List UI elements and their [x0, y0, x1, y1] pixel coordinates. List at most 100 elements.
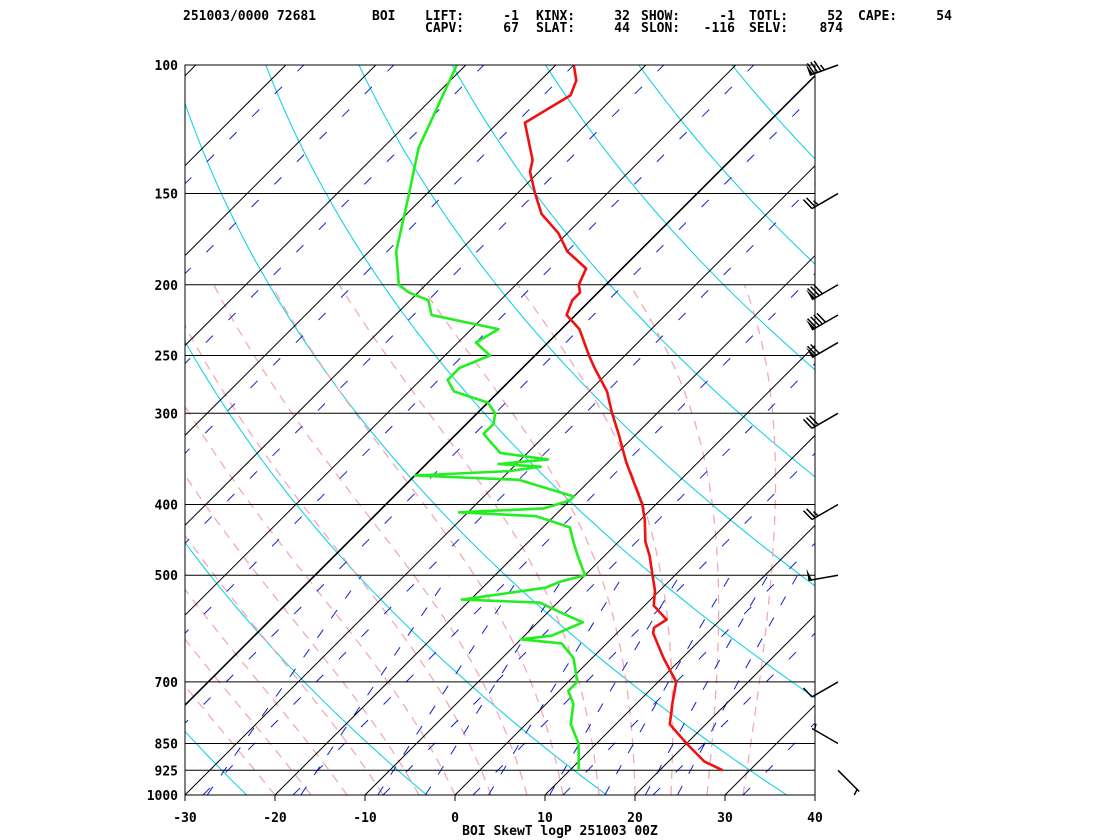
- ice-line: [742, 722, 815, 795]
- isotherm: [185, 65, 467, 347]
- header-cape: CAPE: 54: [858, 9, 952, 24]
- isotherm: [185, 65, 377, 257]
- pressure-tick-label: 850: [155, 737, 179, 752]
- pressure-tick-label: 700: [155, 676, 179, 691]
- isotherm: [814, 794, 815, 795]
- ice-line: [382, 362, 815, 795]
- moist-adiabat: [185, 324, 492, 795]
- ice-line: [185, 93, 815, 724]
- moist-adiabat: [185, 534, 384, 795]
- dry-adiabat: [185, 101, 787, 795]
- temperature-tick-label: -10: [353, 811, 377, 826]
- isotherm: [274, 254, 815, 795]
- ice-line: [562, 542, 815, 795]
- temperature-tick-label: -20: [263, 811, 287, 826]
- isotherm: [185, 65, 737, 616]
- isotherm: [634, 614, 815, 795]
- moist-adiabat: [185, 588, 348, 795]
- dry-adiabat: [731, 65, 815, 160]
- ice-line: [185, 65, 305, 185]
- sounding-profiles: [394, 65, 724, 772]
- temperature-tick-label: 0: [451, 811, 459, 826]
- dry-adiabat: [918, 65, 1120, 795]
- header-stamp: 251003/0000 72681: [183, 9, 317, 24]
- dry-adiabat: [1105, 65, 1120, 795]
- dry-adiabat: [451, 65, 815, 478]
- header-show: SHOW: -1: [641, 9, 735, 24]
- temperature-tick-label: 10: [537, 811, 553, 826]
- dry-adiabat: [185, 541, 428, 795]
- mixing-ratio-line: [377, 575, 521, 795]
- isotherm: [364, 344, 815, 795]
- wind-barb: [806, 312, 839, 331]
- isotherm: [185, 65, 287, 167]
- mixing-ratio-line: [206, 575, 362, 795]
- header-capv: CAPV: 67: [425, 21, 519, 36]
- background-grid: [0, 65, 1120, 795]
- moist-adiabat: [185, 474, 420, 795]
- pressure-tick-label: 1000: [147, 789, 178, 804]
- moist-adiabat: [270, 284, 564, 795]
- plot-frame: [184, 64, 816, 796]
- temperature-tick-label: 40: [807, 811, 823, 826]
- isotherm: [185, 164, 815, 795]
- header-slat: SLAT: 44: [536, 21, 630, 36]
- temperature-tick-label: 20: [627, 811, 643, 826]
- mixing-ratio-line: [677, 575, 798, 795]
- pressure-tick-label: 400: [155, 499, 179, 514]
- wind-barb: [837, 769, 860, 796]
- header-totl: TOTL: 52: [749, 9, 843, 24]
- pressure-tick-label: 300: [155, 407, 179, 422]
- moist-adiabat: [338, 284, 600, 795]
- wind-barb: [802, 681, 839, 698]
- moist-adiabat: [213, 284, 528, 795]
- ice-line: [202, 182, 815, 795]
- dewpoint-profile: [394, 65, 587, 771]
- temperature-profile: [523, 65, 724, 772]
- dry-adiabat: [265, 65, 815, 699]
- temperature-tick-label: -30: [173, 811, 197, 826]
- moist-adiabat: [419, 284, 636, 795]
- pressure-tick-label: 100: [155, 59, 179, 74]
- wind-barb: [802, 503, 839, 521]
- pressure-tick-label: 500: [155, 569, 179, 584]
- wind-barb: [805, 60, 839, 76]
- ice-line: [185, 65, 755, 634]
- mixing-ratio-line: [300, 575, 450, 795]
- moist-adiabat: [629, 284, 720, 795]
- wind-barb: [806, 341, 839, 359]
- mixing-ratio-line: [604, 575, 731, 795]
- ice-line: [292, 272, 815, 795]
- pressure-tick-label: 150: [155, 188, 179, 203]
- moist-adiabat: [185, 685, 276, 795]
- isotherm: [185, 65, 557, 437]
- header-slon: SLON: -116: [641, 21, 735, 36]
- stability-index-header: 251003/0000 72681 BOI LIFT: -1 KINX: 32 SHOW…: [0, 0, 1120, 60]
- temperature-tick-label: 30: [717, 811, 733, 826]
- header-lift: LIFT: -1: [425, 9, 519, 24]
- pressure-tick-label: 250: [155, 349, 179, 364]
- pressure-tick-label: 200: [155, 279, 179, 294]
- dry-adiabat: [545, 65, 815, 371]
- dry-adiabat: [185, 730, 248, 795]
- isotherm: [185, 65, 647, 527]
- isotherm: [185, 74, 815, 707]
- header-station: BOI: [372, 9, 396, 24]
- dry-adiabat: [1012, 65, 1120, 795]
- ice-line: [185, 65, 575, 455]
- dry-adiabat: [185, 340, 607, 795]
- mixing-ratio-line: [488, 575, 624, 795]
- dry-adiabat: [358, 65, 815, 587]
- wind-barb: [806, 284, 839, 301]
- chart-title: BOI SkewT logP 251003 00Z: [462, 824, 658, 839]
- isotherm: [724, 704, 815, 795]
- wind-barb: [806, 568, 839, 582]
- wind-barb: [802, 412, 839, 429]
- header-selv: SELV: 874: [749, 21, 843, 36]
- moist-adiabat: [742, 284, 777, 795]
- isotherm: [0, 65, 106, 795]
- header-kinx: KINX: 32: [536, 9, 630, 24]
- wind-barb: [811, 723, 839, 745]
